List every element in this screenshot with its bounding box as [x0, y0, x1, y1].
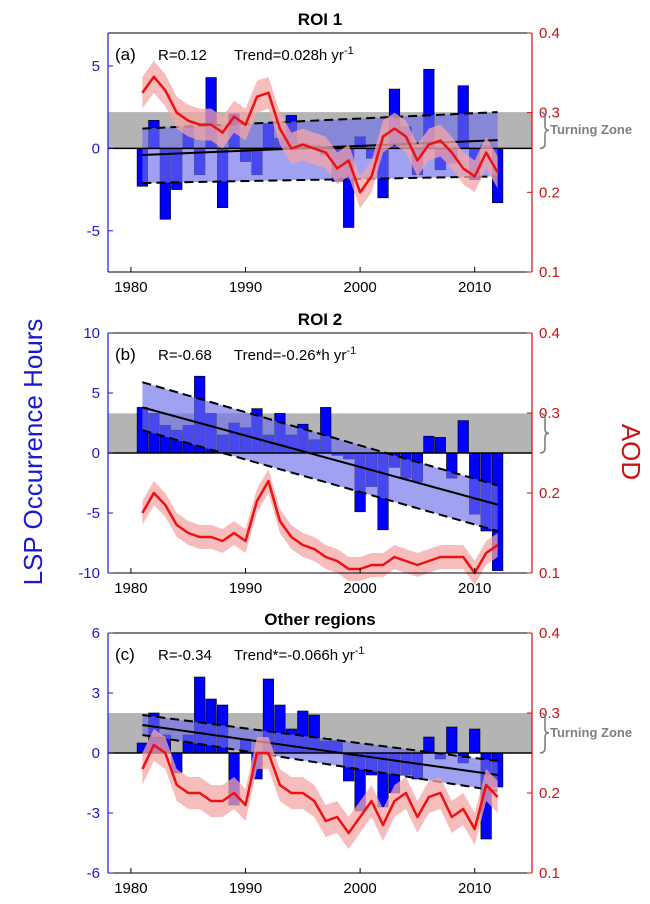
- aod-line: [141, 75, 499, 194]
- occurrence-bar-2006: [423, 736, 435, 754]
- y2-tick-label: 0.2: [539, 184, 560, 201]
- x-tick-label: 2000: [343, 880, 376, 897]
- y-tick-label: -10: [78, 565, 100, 582]
- y2-tick-label: 0.1: [539, 264, 560, 281]
- y2-tick-label: 0.4: [539, 325, 560, 342]
- trend-label: Trend=0.028h yr-1: [234, 45, 354, 64]
- right-axis-label: AOD: [616, 424, 646, 480]
- y-tick-label: -5: [87, 223, 100, 240]
- trend-label: Trend*=-0.066h yr-1: [234, 645, 365, 664]
- trend-line: [142, 406, 498, 506]
- y2-tick-label: 0.2: [539, 785, 560, 802]
- x-tick-label: 1980: [114, 279, 147, 296]
- aod-uncertainty-band: [142, 60, 498, 209]
- turning-zone-brace: [539, 412, 550, 454]
- occurrence-bar-2008: [446, 726, 458, 754]
- x-tick-label: 1980: [114, 880, 147, 897]
- y-tick-label: 0: [92, 445, 100, 462]
- y2-tick-label: 0.2: [539, 485, 560, 502]
- turning-zone-brace: [539, 111, 550, 150]
- x-tick-label: 1980: [114, 580, 147, 597]
- trend-lower-bound: [142, 175, 498, 184]
- occurrence-bar-2010: [469, 728, 481, 754]
- trend-label-text: Trend*=-0.066h yr: [234, 647, 355, 664]
- occurrence-bar-2007: [434, 437, 446, 454]
- y-tick-label: 3: [92, 685, 100, 702]
- panel-2: 1980 1990 2000 2010-10-505100.10.20.30.4ROI…: [78, 310, 560, 597]
- panel-title: ROI 2: [298, 310, 342, 329]
- x-tick-label: 1990: [229, 880, 262, 897]
- y2-tick-label: 0.4: [539, 625, 560, 642]
- y2-tick-label: 0.1: [539, 865, 560, 882]
- panel-letter: (a): [115, 45, 136, 64]
- x-tick-label: 1990: [229, 279, 262, 296]
- occurrence-bar-2006: [423, 435, 435, 454]
- y-tick-label: -5: [87, 505, 100, 522]
- y-tick-label: 10: [83, 325, 100, 342]
- occurrence-bar-2009: [457, 420, 469, 454]
- x-tick-label: 2010: [458, 580, 491, 597]
- trend-lower-bound: [142, 429, 498, 532]
- y-tick-label: 5: [92, 385, 100, 402]
- y2-tick-label: 0.4: [539, 25, 560, 42]
- trend-label-text: Trend=0.028h yr: [234, 47, 344, 64]
- panel-title: ROI 1: [298, 10, 342, 29]
- x-tick-label: 2010: [458, 880, 491, 897]
- trend-label-superscript: -1: [346, 345, 356, 357]
- trend-label-superscript: -1: [344, 45, 354, 57]
- correlation-label: R=0.12: [158, 47, 207, 64]
- correlation-label: R=-0.34: [158, 647, 212, 664]
- y-tick-label: 0: [92, 745, 100, 762]
- x-tick-label: 2000: [343, 279, 376, 296]
- x-tick-label: 2010: [458, 279, 491, 296]
- y-tick-label: 5: [92, 58, 100, 75]
- trend-line: [142, 724, 498, 776]
- turning-zone-label: Turning Zone: [550, 725, 632, 740]
- y-tick-label: -6: [87, 865, 100, 882]
- y-tick-label: 6: [92, 625, 100, 642]
- trend-upper-bound: [142, 381, 498, 487]
- turning-zone-label: Turning Zone: [550, 122, 632, 137]
- trend-label: Trend=-0.26*h yr-1: [234, 345, 356, 364]
- y-tick-label: 0: [92, 140, 100, 157]
- aod-line: [141, 479, 499, 575]
- panel-letter: (c): [115, 645, 135, 664]
- aod-uncertainty-band: [142, 469, 498, 585]
- panel-3: 1980 1990 2000 2010-6-30360.10.20.30.4Other…: [87, 610, 632, 897]
- aod-uncertainty-band: [142, 729, 498, 849]
- correlation-label: R=-0.68: [158, 347, 212, 364]
- trend-label-superscript: -1: [355, 645, 365, 657]
- x-tick-label: 1990: [229, 580, 262, 597]
- panel-title: Other regions: [264, 610, 375, 629]
- panel-letter: (b): [115, 345, 136, 364]
- y-tick-label: -3: [87, 805, 100, 822]
- aod-line: [141, 743, 499, 835]
- turning-zone-brace: [539, 712, 550, 754]
- trend-label-text: Trend=-0.26*h yr: [234, 347, 346, 364]
- x-tick-label: 2000: [343, 580, 376, 597]
- left-axis-label: LSP Occurrence Hours: [18, 319, 48, 586]
- y2-tick-label: 0.1: [539, 565, 560, 582]
